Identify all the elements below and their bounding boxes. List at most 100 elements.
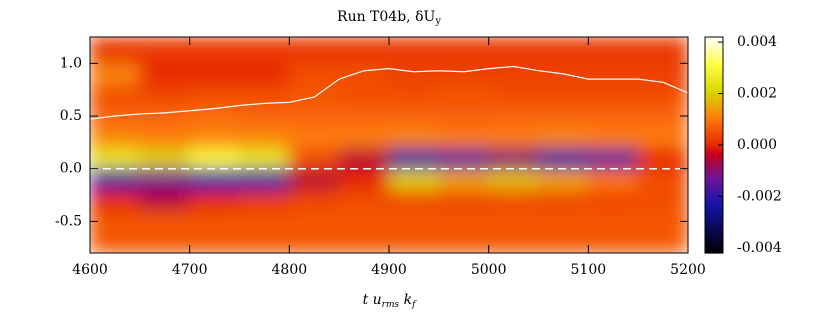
x-tick-label: 4700 — [172, 262, 208, 278]
colorbar-band — [705, 47, 723, 50]
heatmap-cell — [90, 37, 141, 64]
heatmap-cell — [90, 147, 141, 170]
colorbar-band — [705, 229, 723, 232]
colorbar-band — [705, 199, 723, 202]
heatmap-cell — [637, 104, 688, 128]
colorbar-band — [705, 207, 723, 210]
heatmap-cell — [189, 189, 240, 212]
colorbar-band — [705, 203, 723, 206]
heatmap-cell — [388, 126, 440, 149]
heatmap-cell — [189, 231, 240, 253]
heatmap-cell — [587, 37, 639, 64]
heatmap-cell — [438, 126, 490, 149]
x-tick-label: 4900 — [371, 262, 407, 278]
x-tick-label: 5000 — [471, 262, 507, 278]
colorbar-band — [705, 239, 723, 242]
colorbar-tick-label: 0.002 — [737, 86, 777, 102]
heatmap-cell — [189, 104, 240, 128]
colorbar-band — [705, 165, 723, 168]
x-tick-label: 5200 — [670, 262, 706, 278]
heatmap-cell — [189, 168, 240, 191]
colorbar-band — [705, 173, 723, 176]
x-label-sub: rms — [382, 300, 400, 310]
colorbar-band — [705, 97, 723, 100]
heatmap-cell — [239, 168, 290, 191]
colorbar-band — [705, 211, 723, 214]
colorbar-band — [705, 179, 723, 182]
colorbar-band — [705, 63, 723, 66]
heatmap-cell — [139, 83, 191, 106]
x-label-part: t u — [363, 292, 382, 308]
heatmap-cell — [438, 83, 490, 106]
heatmap-cell — [338, 83, 390, 106]
heatmap-cell — [90, 62, 141, 85]
heatmap-cell — [388, 62, 440, 85]
colorbar-band — [705, 127, 723, 130]
heatmap-cell — [90, 210, 141, 233]
colorbar-band — [705, 185, 723, 188]
heatmap-cell — [239, 231, 290, 253]
heatmap-cell — [587, 104, 639, 128]
heatmap-cell — [189, 62, 240, 85]
heatmap-cell — [587, 147, 639, 170]
heatmap-cell — [239, 189, 290, 212]
colorbar-band — [705, 39, 723, 42]
colorbar-band — [705, 99, 723, 102]
heatmap-cell — [587, 189, 639, 212]
colorbar-band — [705, 81, 723, 84]
heatmap-cell — [189, 147, 240, 170]
colorbar-band — [705, 141, 723, 144]
colorbar-band — [705, 183, 723, 186]
x-tick-label: 5100 — [571, 262, 607, 278]
colorbar-band — [705, 125, 723, 128]
heatmap-cell — [288, 104, 340, 128]
colorbar-band — [705, 85, 723, 88]
heatmap-cell — [90, 168, 141, 191]
heatmap-cell — [587, 231, 639, 253]
colorbar-band — [705, 79, 723, 82]
heatmap-cell — [438, 104, 490, 128]
heatmap-cell — [239, 62, 290, 85]
colorbar-band — [705, 201, 723, 204]
colorbar-band — [705, 155, 723, 158]
colorbar-band — [705, 215, 723, 218]
x-tick-label: 4600 — [72, 262, 108, 278]
heatmap-cell — [637, 83, 688, 106]
y-tick-label: 1.0 — [60, 55, 82, 71]
heatmap-cell — [388, 37, 440, 64]
colorbar-band — [705, 221, 723, 224]
heatmap-cell — [388, 231, 440, 253]
heatmap-cell — [538, 83, 589, 106]
colorbar-band — [705, 37, 723, 40]
colorbar-tick-label: -0.002 — [737, 188, 782, 204]
colorbar-band — [705, 137, 723, 140]
colorbar-band — [705, 61, 723, 64]
heatmap-cell — [587, 62, 639, 85]
colorbar-band — [705, 129, 723, 132]
colorbar-band — [705, 107, 723, 110]
heatmap-cell — [189, 126, 240, 149]
colorbar-band — [705, 73, 723, 76]
colorbar-band — [705, 145, 723, 148]
heatmap-cell — [438, 37, 490, 64]
x-axis-label: t urms kf — [363, 292, 418, 310]
colorbar-band — [705, 223, 723, 226]
colorbar-band — [705, 167, 723, 170]
colorbar-band — [705, 157, 723, 160]
colorbar-tick-label: 0.004 — [737, 34, 777, 50]
colorbar-band — [705, 193, 723, 196]
heatmap-cell — [239, 104, 290, 128]
heatmap-cell — [288, 126, 340, 149]
heatmap-cell — [388, 168, 440, 191]
heatmap-cell — [288, 62, 340, 85]
heatmap-cell — [388, 189, 440, 212]
colorbar-band — [705, 135, 723, 138]
colorbar-band — [705, 237, 723, 240]
heatmap-cell — [189, 37, 240, 64]
colorbar-band — [705, 189, 723, 192]
heatmap-cell — [538, 37, 589, 64]
heatmap — [90, 37, 688, 253]
x-label-part: k — [399, 292, 412, 308]
heatmap-cell — [139, 126, 191, 149]
colorbar-band — [705, 103, 723, 106]
